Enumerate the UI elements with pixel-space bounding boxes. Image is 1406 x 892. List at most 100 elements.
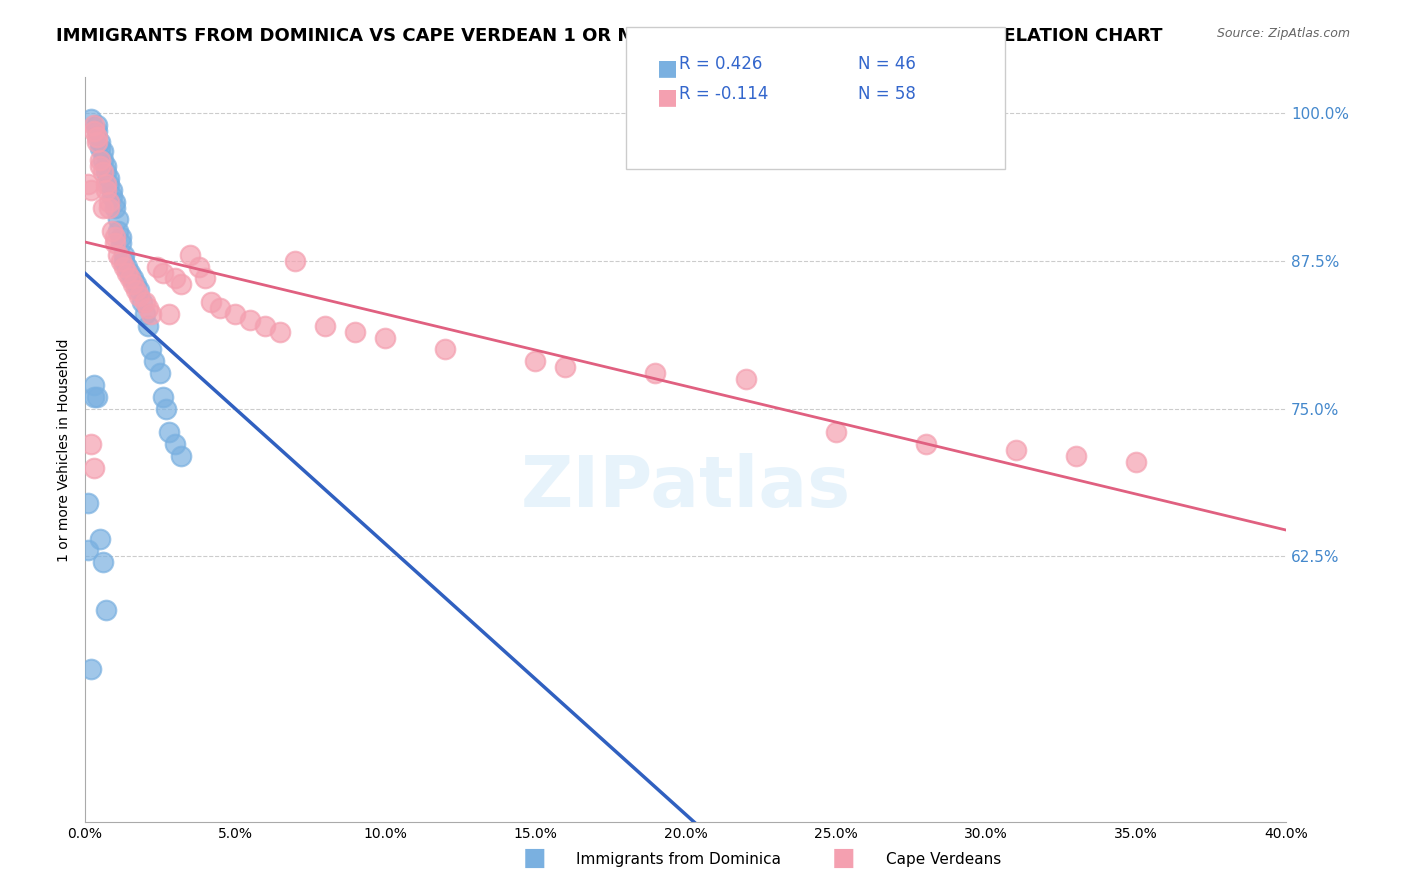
Point: [122, 271, 145, 285]
Point: [344, 325, 367, 339]
Point: [734, 372, 756, 386]
Point: [139, 307, 162, 321]
Point: [554, 360, 576, 375]
Point: [152, 266, 174, 280]
Text: N = 46: N = 46: [858, 55, 915, 73]
Point: [1004, 442, 1026, 457]
Text: Cape Verdeans: Cape Verdeans: [886, 852, 1001, 867]
Text: ZIPatlas: ZIPatlas: [520, 453, 851, 522]
Point: [77, 177, 100, 191]
Point: [136, 301, 159, 315]
Point: [644, 366, 666, 380]
Text: N = 58: N = 58: [858, 85, 915, 103]
Point: [1125, 455, 1147, 469]
Point: [125, 283, 148, 297]
Point: [824, 425, 846, 440]
Point: [125, 277, 148, 292]
Point: [179, 248, 201, 262]
Text: IMMIGRANTS FROM DOMINICA VS CAPE VERDEAN 1 OR MORE VEHICLES IN HOUSEHOLD CORRELA: IMMIGRANTS FROM DOMINICA VS CAPE VERDEAN…: [56, 27, 1163, 45]
Text: ■: ■: [832, 846, 855, 870]
Point: [104, 230, 127, 244]
Y-axis label: 1 or more Vehicles in Household: 1 or more Vehicles in Household: [58, 338, 72, 562]
Point: [112, 260, 135, 274]
Point: [284, 253, 307, 268]
Point: [91, 201, 114, 215]
Text: R = -0.114: R = -0.114: [679, 85, 769, 103]
Point: [188, 260, 211, 274]
Point: [94, 159, 117, 173]
Point: [136, 318, 159, 333]
Point: [120, 266, 142, 280]
Point: [91, 144, 114, 158]
Point: [80, 437, 103, 451]
Point: [165, 437, 187, 451]
Point: [157, 307, 180, 321]
Point: [170, 277, 193, 292]
Point: [104, 194, 127, 209]
Point: [86, 390, 108, 404]
Point: [80, 112, 103, 126]
Point: [77, 496, 100, 510]
Point: [152, 390, 174, 404]
Point: [134, 307, 156, 321]
Point: [91, 165, 114, 179]
Point: [149, 366, 172, 380]
Point: [200, 295, 222, 310]
Point: [94, 177, 117, 191]
Point: [112, 248, 135, 262]
Point: [104, 235, 127, 250]
Text: Immigrants from Dominica: Immigrants from Dominica: [576, 852, 782, 867]
Point: [157, 425, 180, 440]
Point: [98, 194, 121, 209]
Point: [165, 271, 187, 285]
Point: [94, 602, 117, 616]
Point: [914, 437, 936, 451]
Text: ■: ■: [523, 846, 546, 870]
Point: [434, 343, 457, 357]
Point: [89, 153, 111, 168]
Point: [110, 230, 132, 244]
Point: [91, 153, 114, 168]
Point: [112, 253, 135, 268]
Point: [254, 318, 277, 333]
Text: Source: ZipAtlas.com: Source: ZipAtlas.com: [1216, 27, 1350, 40]
Point: [143, 354, 166, 368]
Point: [1064, 449, 1087, 463]
Point: [314, 318, 336, 333]
Point: [89, 532, 111, 546]
Point: [239, 313, 262, 327]
Point: [89, 141, 111, 155]
Point: [224, 307, 246, 321]
Point: [110, 253, 132, 268]
Point: [89, 159, 111, 173]
Point: [83, 390, 105, 404]
Point: [83, 118, 105, 132]
Point: [86, 123, 108, 137]
Point: [524, 354, 547, 368]
Point: [80, 183, 103, 197]
Point: [128, 283, 150, 297]
Point: [104, 201, 127, 215]
Point: [83, 123, 105, 137]
Point: [120, 271, 142, 285]
Point: [115, 266, 138, 280]
Point: [83, 378, 105, 392]
Point: [374, 330, 396, 344]
Point: [86, 129, 108, 144]
Point: [170, 449, 193, 463]
Point: [91, 555, 114, 569]
Point: [155, 401, 177, 416]
Point: [107, 224, 129, 238]
Point: [209, 301, 232, 315]
Point: [80, 662, 103, 676]
Point: [94, 183, 117, 197]
Point: [146, 260, 169, 274]
Point: [86, 118, 108, 132]
Point: [139, 343, 162, 357]
Point: [107, 212, 129, 227]
Point: [122, 277, 145, 292]
Point: [77, 543, 100, 558]
Text: ■: ■: [657, 87, 678, 107]
Point: [94, 165, 117, 179]
Point: [134, 295, 156, 310]
